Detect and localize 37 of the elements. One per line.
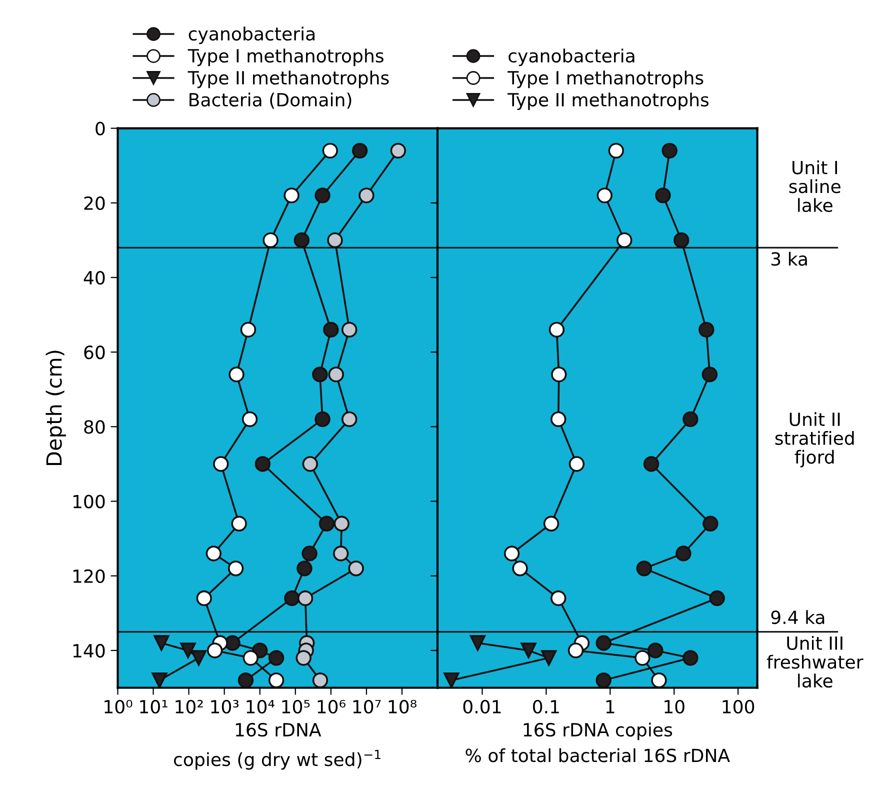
x-tick-label: 10⁴ xyxy=(246,700,274,714)
x-tick-label: 10⁰ xyxy=(104,700,132,714)
y-tick-label: 140 xyxy=(73,644,105,658)
x-tick-label: 10⁷ xyxy=(353,700,381,714)
legend-label: Type I methanotrophs xyxy=(188,48,384,66)
legend-label: Type II methanotrophs xyxy=(508,92,709,110)
text: Unit I saline lake xyxy=(789,160,840,212)
legend-label: cyanobacteria xyxy=(508,48,634,66)
x-tick-label: 10² xyxy=(176,700,203,714)
y-tick-label: 80 xyxy=(84,420,105,434)
y-tick-label: 20 xyxy=(84,196,105,210)
x-tick-label: 10⁸ xyxy=(388,700,416,714)
ref-line-label: 9.4 ka xyxy=(771,610,824,624)
y-tick-label: 100 xyxy=(73,494,105,508)
legend-label: Type II methanotrophs xyxy=(188,70,389,88)
text: Unit II stratified fjord xyxy=(775,412,854,468)
x-tick-label: 1 xyxy=(606,700,614,714)
x-tick-label: 100 xyxy=(722,700,754,714)
y-tick-label: 120 xyxy=(73,569,105,583)
text: Unit III freshwater lake xyxy=(766,636,864,688)
x-axis-title: 16S rDNA copies (g dry wt sed)$^{−1}$ xyxy=(174,722,381,770)
x-tick-label: 0.01 xyxy=(463,700,501,714)
ref-line-label: 3 ka xyxy=(771,252,807,266)
x-tick-label: 10³ xyxy=(211,700,239,714)
y-tick-label: 0 xyxy=(96,122,105,136)
x-axis-title: 16S rDNA copies % of total bacterial 16S rDNA xyxy=(466,722,730,762)
legend-label: cyanobacteria xyxy=(188,26,314,44)
x-tick-label: 10 xyxy=(664,700,684,714)
legend-label: Bacteria (Domain) xyxy=(190,92,352,109)
y-tick-label: 40 xyxy=(84,270,105,285)
x-tick-label: 10¹ xyxy=(140,700,168,714)
legend-label: Type I methanotrophs xyxy=(508,70,704,88)
x-tick-label: 0.1 xyxy=(533,700,559,714)
y-tick-label: 60 xyxy=(84,346,105,360)
x-tick-label: 10⁵ xyxy=(282,700,310,714)
y-axis-title: Depth (cm) xyxy=(46,350,66,466)
x-tick-label: 10⁶ xyxy=(318,700,346,714)
